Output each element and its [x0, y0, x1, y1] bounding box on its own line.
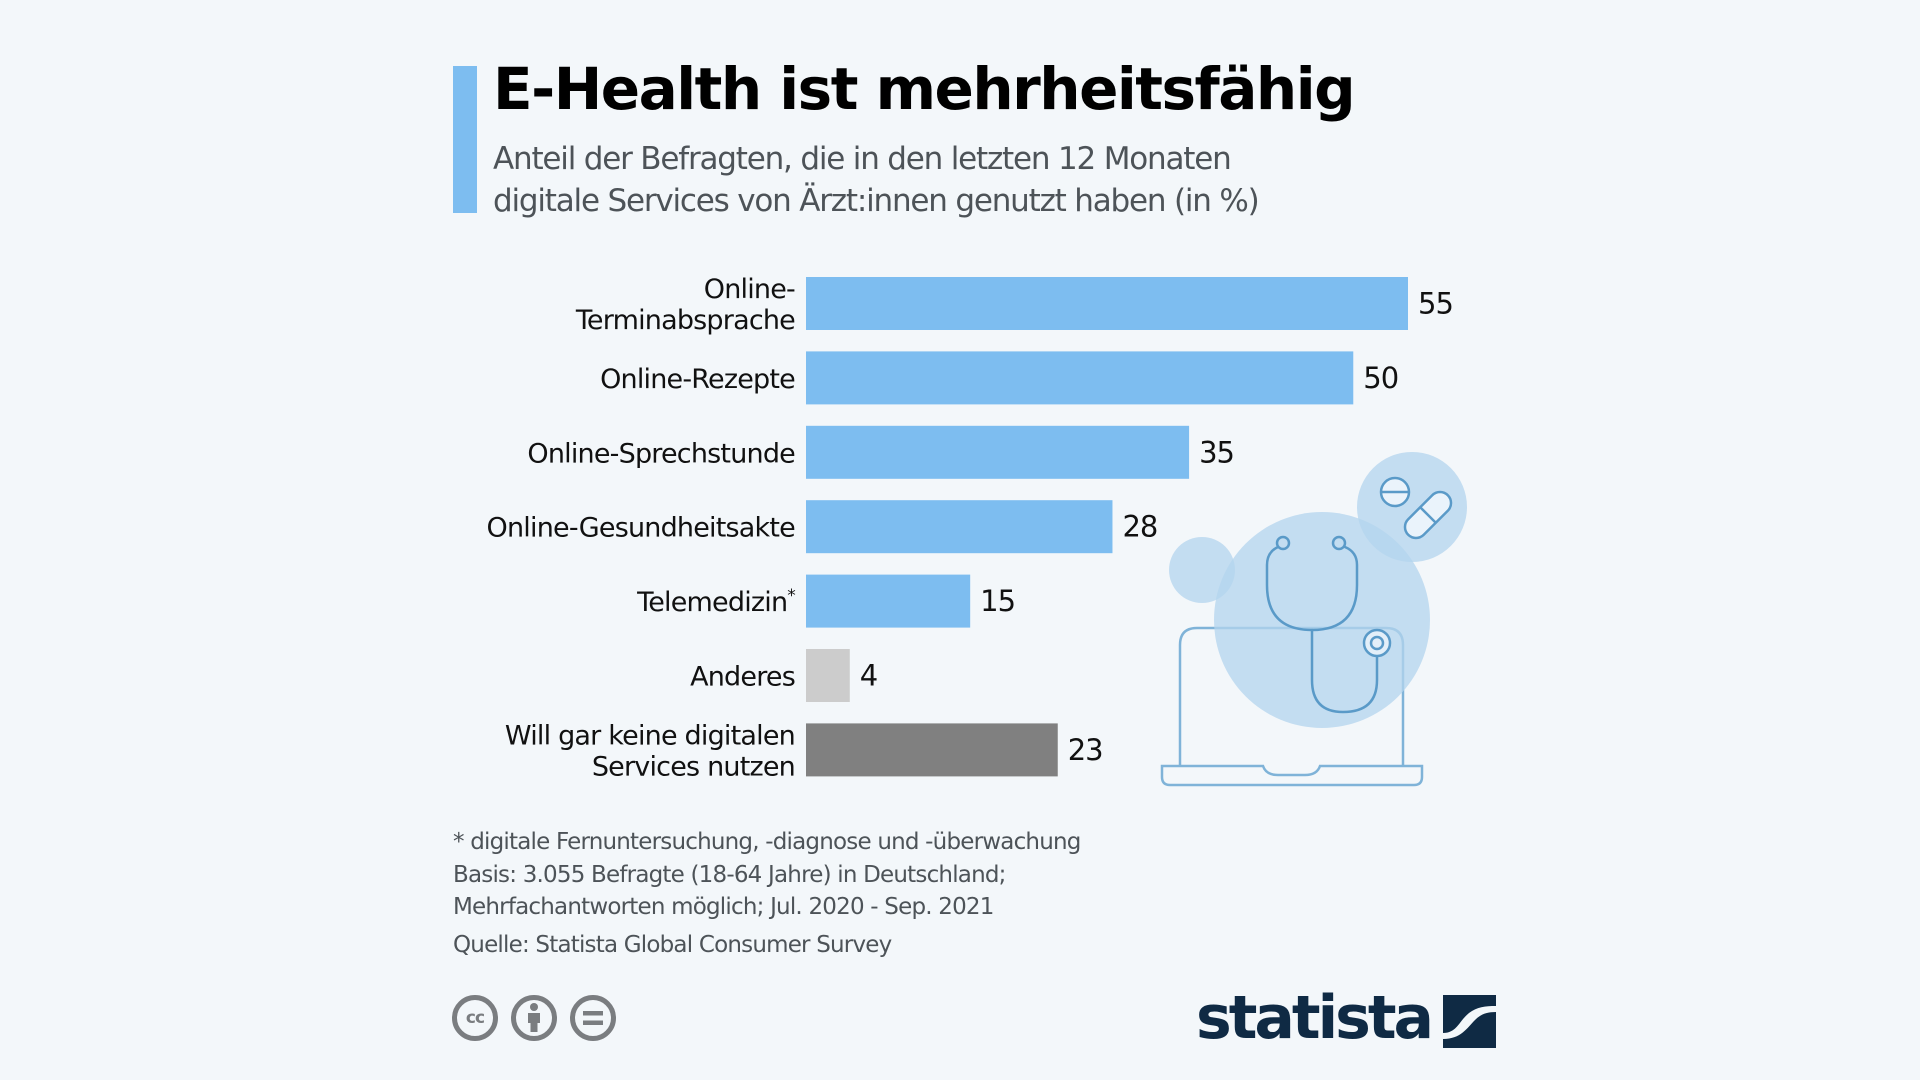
category-label: Online-Rezepte [600, 364, 795, 395]
value-label: 23 [1068, 733, 1103, 767]
category-label: Telemedizin* [636, 586, 795, 618]
person-glyph [528, 1003, 540, 1032]
bar-group: 28 Online-Gesundheitsakte [487, 500, 1158, 554]
bar[interactable] [806, 723, 1058, 777]
stethoscope-icon [1265, 535, 1392, 714]
value-label: 4 [860, 659, 877, 693]
bar[interactable] [806, 277, 1408, 330]
bar-group: 4 Anderes [690, 649, 878, 702]
bar[interactable] [806, 500, 1113, 554]
bars-layer: 55 Online-Terminabsprache 50 Online-Rezepte… [487, 274, 1454, 782]
equals-glyph [583, 1011, 603, 1025]
category-label: Anderes [690, 662, 795, 693]
statista-logo[interactable]: statista [1196, 982, 1497, 1054]
subtitle-line: digitale Services von Ärzt:innen genutzt… [493, 183, 1260, 219]
cc-icon[interactable]: cc [452, 995, 498, 1041]
value-label: 15 [980, 584, 1015, 618]
background-circle-pills [1357, 452, 1467, 562]
tablet-icon [1379, 476, 1411, 508]
license-icons: cc [452, 995, 616, 1041]
health-illustration [1160, 452, 1467, 787]
bar-group: 15 Telemedizin* [636, 574, 1016, 628]
footnote-asterisk: * digitale Fernuntersuchung, -diagnose u… [453, 829, 1081, 855]
category-label: Terminabsprache [575, 305, 795, 336]
footnote-period: Mehrfachantworten möglich; Jul. 2020 - S… [453, 894, 994, 920]
no-derivatives-icon[interactable] [570, 995, 616, 1041]
subtitle-line: Anteil der Befragten, die in den letzten… [493, 141, 1232, 177]
source-text: Quelle: Statista Global Consumer Survey [453, 931, 892, 958]
category-label: Online-Sprechstunde [527, 438, 795, 469]
footnote-marker: * [787, 586, 795, 606]
category-label: Will gar keine digitalen [505, 720, 795, 751]
value-label: 55 [1418, 287, 1453, 321]
cc-icon-text: cc [465, 1008, 485, 1028]
bar-group: 55 Online-Terminabsprache [575, 274, 1454, 336]
pill-icon [1403, 490, 1453, 540]
value-label: 50 [1363, 361, 1398, 395]
bar[interactable] [806, 649, 850, 702]
title-accent-bar [453, 66, 477, 213]
chart-title: E-Health ist mehrheitsfähig [493, 55, 1356, 123]
bar-group: 35 Online-Sprechstunde [527, 425, 1235, 479]
footer-notes: * digitale Fernuntersuchung, -diagnose u… [453, 826, 1081, 961]
category-label: Services nutzen [592, 751, 795, 782]
chart-subtitle: Anteil der Befragten, die in den letzten… [493, 138, 1260, 222]
category-label: Online-Gesundheitsakte [487, 513, 796, 544]
value-label: 28 [1122, 510, 1157, 544]
bar[interactable] [806, 425, 1190, 479]
bar[interactable] [806, 574, 971, 628]
value-label: 35 [1199, 435, 1234, 469]
attribution-icon[interactable] [511, 995, 557, 1041]
background-circle-small [1169, 537, 1235, 603]
statista-logo-mark-icon [1443, 994, 1497, 1048]
footnote-basis: Basis: 3.055 Befragte (18-64 Jahre) in D… [453, 861, 1006, 888]
bar[interactable] [806, 351, 1354, 405]
statista-wordmark: statista [1196, 983, 1434, 1053]
bar-group: 50 Online-Rezepte [600, 351, 1399, 405]
category-label: Online- [704, 274, 795, 305]
